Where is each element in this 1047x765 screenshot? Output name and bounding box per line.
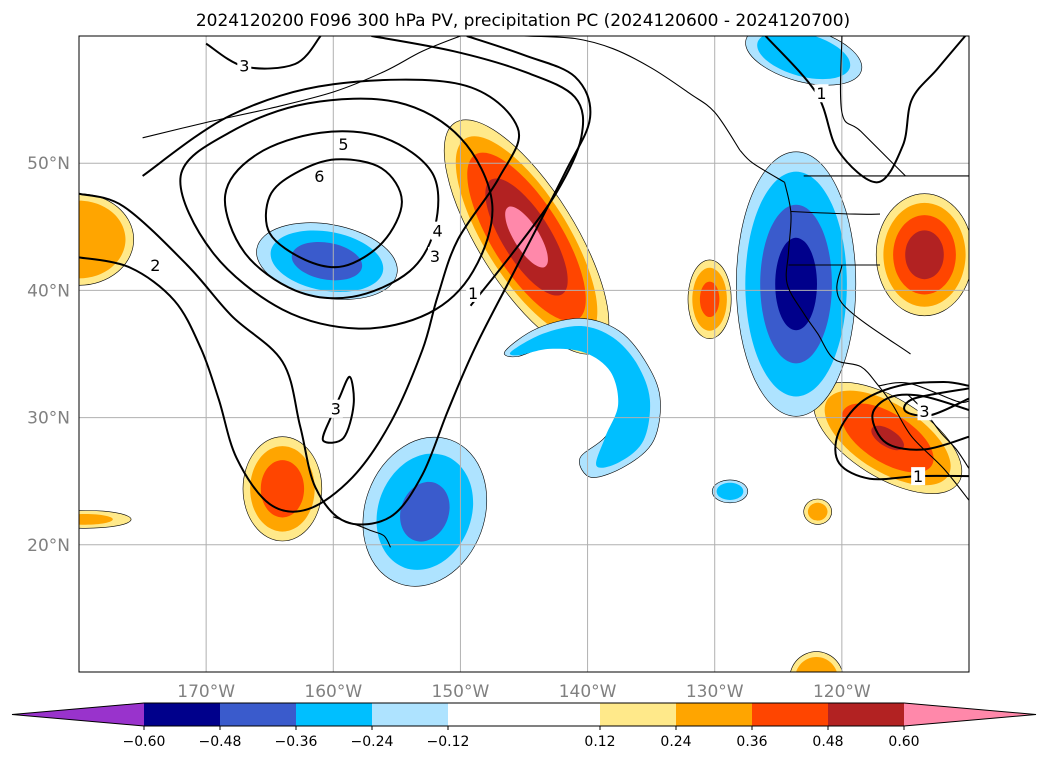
contour-label: 4: [432, 222, 442, 241]
longitude-tick-label: 120°W: [813, 682, 871, 702]
longitude-tick-label: 140°W: [559, 682, 617, 702]
contour-label-background: [814, 84, 829, 103]
colorbar-segment: [752, 703, 828, 726]
graticule: [79, 36, 969, 672]
coastline-us-mexico-border: [878, 381, 969, 403]
colorbar-tick-label: −0.12: [427, 734, 470, 750]
contour-label: 1: [816, 84, 826, 103]
pc-region-north-edge-negative-1: [757, 36, 851, 80]
coastline-canada-rockies-boundary: [839, 36, 906, 177]
colorbar-tick-label: 0.48: [812, 734, 843, 750]
contour-label: 1: [913, 467, 923, 486]
coastline-state-border-ca-nv: [836, 264, 911, 355]
pc-region-southern-edge-1: [796, 657, 837, 672]
colorbar-segment: [828, 703, 904, 726]
contour-label: 6: [314, 167, 324, 186]
contour-pv-1-baja: [834, 380, 969, 481]
coastline-alaska-gulf-coast: [523, 36, 741, 151]
contour-label-background: [148, 255, 163, 274]
longitude-tick-label: 170°W: [177, 682, 235, 702]
contour-label-background: [430, 221, 445, 240]
colorbar-tick-label: 0.24: [660, 734, 691, 750]
contour-label-background: [312, 166, 327, 185]
colorbar-segment: [372, 703, 448, 726]
precipitation-fill-layer: [79, 36, 969, 672]
colorbar-tick-label: −0.48: [199, 734, 242, 750]
coastlines: [142, 36, 969, 548]
latitude-tick-label: 20°N: [27, 536, 70, 556]
contour-label-background: [428, 247, 442, 266]
contour-label: 3: [919, 402, 929, 421]
pc-region-small-southeast-negative-1: [716, 482, 744, 500]
colorbar: −0.60 −0.48 −0.36 −0.24 −0.12 0.12 0.24 0.36 0.4…: [11, 702, 1037, 750]
contour-label: 3: [430, 247, 440, 266]
contour-label-background: [237, 56, 252, 75]
colorbar-segment: [220, 703, 296, 726]
colorbar-tick-label: 0.60: [888, 734, 919, 750]
chart-title: 2024120200 F096 300 hPa PV, precipitatio…: [196, 11, 850, 31]
longitude-tick-label: 150°W: [432, 682, 490, 702]
colorbar-segment: [296, 703, 372, 726]
coastline-state-border-or-wa: [790, 210, 881, 215]
coastline-british-columbia-coast: [739, 150, 785, 183]
coastline-us-west-coast: [784, 182, 969, 501]
pc-region-central-pacific-negative-2: [291, 241, 363, 281]
map-frame: [78, 35, 970, 673]
latitude-tick-label: 30°N: [27, 409, 70, 429]
colorbar-segment: [600, 703, 676, 726]
contour-pv-1-band: [371, 36, 585, 307]
contour-label: 5: [338, 135, 348, 154]
contour-label: 3: [239, 56, 249, 75]
colorbar-segment: [448, 703, 600, 726]
contour-pv-3-north: [205, 36, 322, 70]
contour-label: 1: [468, 284, 478, 303]
contour-label: 2: [150, 256, 160, 275]
colorbar-tick-label: −0.24: [351, 734, 394, 750]
colorbar-tick-label: 0.12: [584, 734, 615, 750]
latitude-tick-label: 40°N: [27, 281, 70, 301]
contour-pv-6: [264, 158, 403, 269]
pc-region-small-east-pacific-1: [807, 502, 828, 521]
colorbar-segment: [676, 703, 752, 726]
pc-region-intermountain-west-3: [905, 230, 944, 280]
pc-region-north-pacific-band-4: [505, 206, 548, 268]
contour-pv-3-band: [79, 78, 521, 513]
longitude-tick-label: 130°W: [686, 682, 744, 702]
pv-contour-labels: 3 56 4 3 2 1 3 1 3 1: [148, 56, 932, 486]
coastline-alaska-peninsula: [142, 36, 461, 139]
longitude-tick-label: 160°W: [304, 682, 362, 702]
pc-region-mid-pacific-hook-inner: [509, 325, 651, 468]
colorbar-tick-label: −0.36: [275, 734, 318, 750]
pc-region-southwest-gulf-of-alaska-2: [260, 460, 305, 518]
pc-region-east-pacific-small-2: [699, 281, 720, 317]
colorbar-segment: [144, 703, 220, 726]
pc-region-baja-california-3: [871, 425, 904, 451]
contour-pv-3-baja: [903, 387, 969, 417]
pv-contours: [79, 36, 969, 526]
contour-label-background: [466, 283, 481, 302]
contour-pv-4: [179, 97, 494, 330]
contour-label: 3: [331, 400, 341, 419]
contour-label-background: [917, 402, 932, 421]
pc-region-west-coast-negative-3: [775, 237, 817, 331]
colorbar-extend-high: [904, 703, 1036, 726]
latitude-tick-label: 50°N: [27, 154, 70, 174]
latitude-labels: 20°N 30°N 40°N 50°N: [27, 154, 70, 556]
longitude-labels: 170°W 160°W 150°W 140°W 130°W 120°W: [177, 682, 871, 702]
contour-pv-2-band: [79, 36, 592, 526]
contour-label-background: [911, 467, 926, 486]
colorbar-tick-label: 0.36: [736, 734, 767, 750]
colorbar-tick-label: −0.60: [123, 734, 166, 750]
contour-label-background: [328, 399, 343, 418]
contour-label-background: [336, 135, 351, 154]
pc-region-hawaii-negative-2: [400, 481, 450, 542]
colorbar-extend-low: [12, 703, 144, 726]
pc-region-west-edge-small-1: [79, 514, 113, 525]
